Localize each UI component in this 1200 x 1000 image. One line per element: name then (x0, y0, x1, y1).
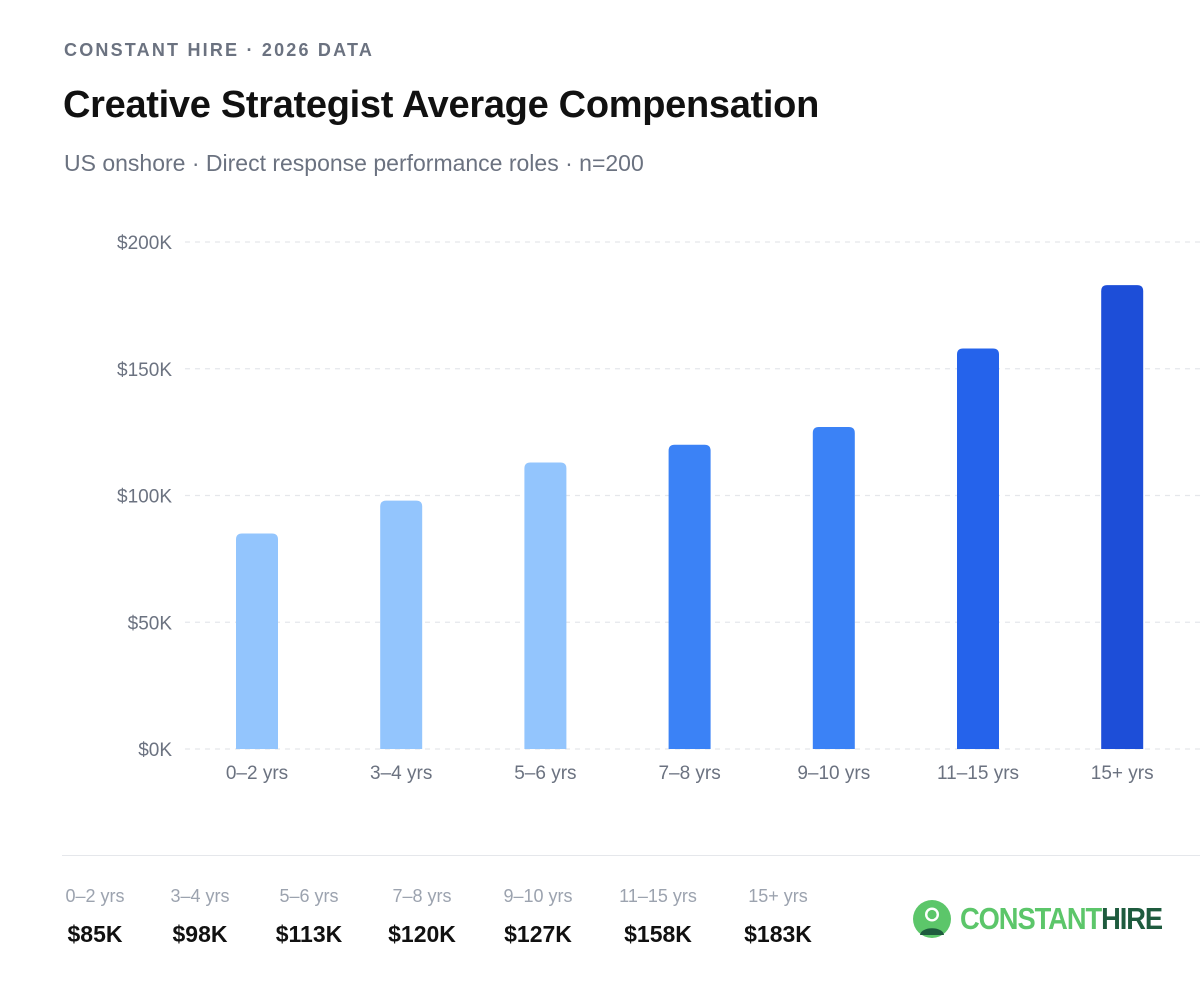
x-tick-label: 7–8 yrs (658, 763, 720, 784)
x-tick-label: 5–6 yrs (514, 763, 576, 784)
summary-value: $183K (744, 921, 812, 947)
summary-value: $98K (172, 921, 228, 947)
summary-value: $158K (624, 921, 692, 947)
divider (62, 855, 1200, 856)
x-tick-label: 0–2 yrs (226, 763, 288, 784)
x-tick-label: 9–10 yrs (797, 763, 870, 784)
summary-value: $127K (504, 921, 572, 947)
eyebrow-label: CONSTANT HIRE · 2026 DATA (64, 40, 375, 60)
y-tick-label: $150K (117, 360, 172, 381)
bars (236, 285, 1144, 749)
constant-hire-logo: CONSTANTHIRE (912, 897, 1190, 941)
bar (524, 462, 567, 749)
person-in-circle-icon (913, 900, 951, 938)
summary-label: 0–2 yrs (65, 886, 125, 906)
chart-title: Creative Strategist Average Compensation (63, 84, 819, 126)
summary-value: $120K (388, 921, 456, 947)
y-tick-label: $50K (128, 613, 173, 634)
summary-item: 9–10 yrs $127K (478, 880, 598, 948)
logo-word-hire: HIRE (1101, 901, 1163, 936)
y-tick-label: $200K (117, 233, 172, 254)
y-tick-label: $100K (117, 487, 172, 508)
logo-wordmark: CONSTANTHIRE (960, 901, 1163, 937)
bar (668, 444, 711, 749)
summary-value: $113K (275, 921, 343, 947)
summary-label: 7–8 yrs (392, 886, 452, 906)
summary-item: 3–4 yrs $98K (140, 880, 260, 948)
bar (236, 533, 278, 749)
x-tick-label: 3–4 yrs (370, 763, 432, 784)
chart-subtitle: US onshore · Direct response performance… (64, 150, 644, 176)
summary-item: 7–8 yrs $120K (362, 880, 482, 948)
bar (1101, 285, 1144, 749)
y-axis-ticks: $0K $50K $100K $150K $200K (117, 233, 172, 761)
summary-label: 9–10 yrs (503, 886, 573, 906)
summary-value: $85K (67, 921, 123, 947)
bar-chart: $0K $50K $100K $150K $200K 0–2 yrs 3–4 yrs 5–6… (117, 233, 1200, 784)
logo-word-constant: CONSTANT (960, 901, 1102, 936)
bar (957, 348, 999, 749)
summary-row: 0–2 yrs $85K 3–4 yrs $98K 5–6 yrs $113K … (0, 880, 900, 960)
x-tick-label: 15+ yrs (1091, 763, 1154, 784)
x-tick-label: 11–15 yrs (937, 763, 1019, 784)
x-axis-ticks: 0–2 yrs 3–4 yrs 5–6 yrs 7–8 yrs 9–10 yrs 11–1… (226, 763, 1154, 784)
summary-label: 15+ yrs (748, 886, 808, 906)
summary-item: 15+ yrs $183K (718, 880, 838, 948)
y-tick-label: $0K (138, 740, 172, 761)
summary-label: 3–4 yrs (170, 886, 230, 906)
summary-item: 11–15 yrs $158K (598, 880, 718, 948)
summary-item: 0–2 yrs $85K (35, 880, 155, 948)
summary-item: 5–6 yrs $113K (249, 880, 369, 948)
bar (812, 427, 855, 749)
summary-label: 5–6 yrs (279, 886, 339, 906)
summary-label: 11–15 yrs (619, 886, 697, 906)
bar (380, 500, 423, 749)
